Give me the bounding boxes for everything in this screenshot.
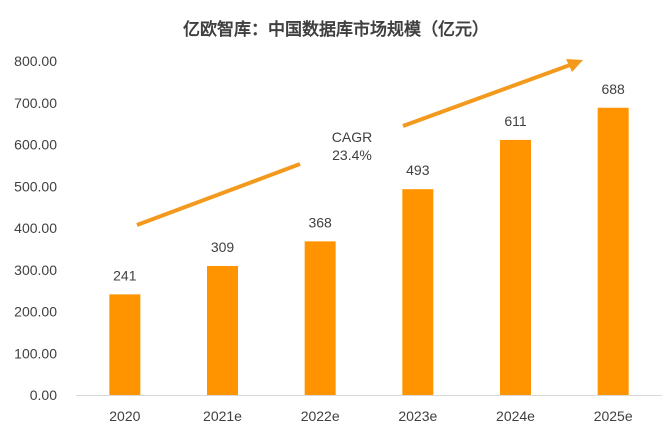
cagr-trend: CAGR 23.4% [136, 59, 583, 227]
y-tick-label: 600.00 [14, 137, 57, 153]
x-tick-label: 2020 [109, 408, 140, 424]
bars [109, 107, 629, 395]
x-tick-label: 2022e [301, 408, 340, 424]
bar-value-label: 688 [601, 81, 625, 97]
y-tick-label: 300.00 [14, 262, 57, 278]
x-tick-label: 2023e [398, 408, 437, 424]
bar [500, 139, 531, 395]
x-tick-label: 2025e [594, 408, 633, 424]
bar-value-label: 493 [406, 162, 430, 178]
cagr-label: CAGR [332, 129, 372, 145]
bar-value-label: 241 [113, 267, 137, 283]
y-tick-label: 400.00 [14, 220, 57, 236]
y-tick-label: 700.00 [14, 95, 57, 111]
bar [597, 107, 629, 395]
x-tick-label: 2021e [203, 408, 242, 424]
bar [109, 294, 141, 395]
bar [207, 265, 238, 395]
bar [402, 189, 434, 395]
y-tick-label: 200.00 [14, 304, 57, 320]
trend-arrowhead-icon [566, 59, 583, 72]
data-labels: 241 309 368 493 611 688 [113, 81, 625, 284]
y-tick-label: 100.00 [14, 345, 57, 361]
y-tick-label: 800.00 [14, 53, 57, 69]
y-axis: 0.00 100.00 200.00 300.00 400.00 500.00 600.00… [14, 53, 57, 403]
x-tick-label: 2024e [496, 408, 535, 424]
bar-value-label: 611 [504, 113, 527, 129]
trend-arrow-segment-1 [136, 162, 301, 227]
x-axis: 2020 2021e 2022e 2023e 2024e 2025e [76, 395, 662, 424]
bar-value-label: 309 [211, 239, 235, 255]
bar [304, 241, 336, 395]
y-tick-label: 0.00 [30, 387, 57, 403]
cagr-value: 23.4% [332, 147, 372, 163]
bar-value-label: 368 [308, 214, 332, 230]
y-tick-label: 500.00 [14, 178, 57, 194]
trend-arrow-segment-2 [402, 63, 571, 128]
chart-title: 亿欧智库：中国数据库市场规模（亿元） [183, 19, 489, 40]
